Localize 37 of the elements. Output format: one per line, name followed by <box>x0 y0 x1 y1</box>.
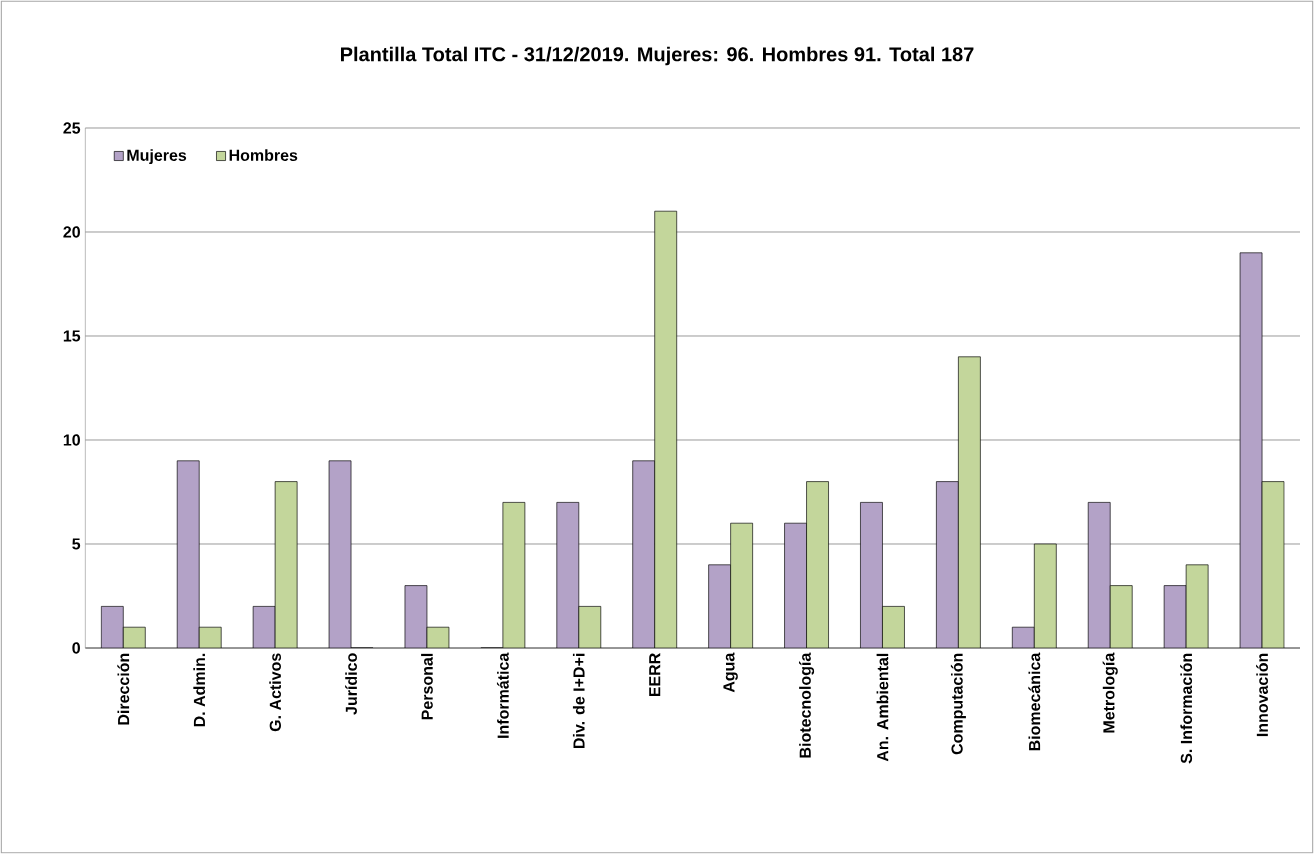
x-tick-label: Agua <box>723 652 738 693</box>
bar <box>958 356 981 648</box>
legend-label: Hombres <box>229 149 298 161</box>
bar <box>1261 481 1285 648</box>
x-tick-label: Innovación <box>1256 653 1268 737</box>
x-tick-label: Computación <box>950 653 966 755</box>
y-tick-label: 0 <box>72 642 80 654</box>
x-tick-label: Biotecnología <box>798 652 815 758</box>
bar <box>882 606 905 648</box>
bar <box>1034 544 1057 648</box>
x-tick-label: Dirección <box>117 653 130 725</box>
chart-title: Plantilla Total ITC - 31/12/2019. Mujeres: 96. Hombres 91. Total 187 <box>341 46 974 66</box>
legend-label: Mujeres <box>127 149 187 165</box>
x-tick-label: G. Activos <box>269 653 281 732</box>
bar <box>806 481 829 648</box>
bar <box>275 481 298 648</box>
x-tick-label: Biomecánica <box>1028 652 1041 751</box>
y-tick-label: 25 <box>63 122 81 134</box>
x-tick-label: EERR <box>649 653 661 697</box>
bar <box>1186 564 1209 648</box>
x-tick-label: An. Ambiental <box>876 653 889 762</box>
y-tick-label: 20 <box>63 226 80 238</box>
x-tick-label: S. Información <box>1180 653 1193 764</box>
bar <box>730 523 753 648</box>
x-tick-label: Metrología <box>1102 652 1118 733</box>
bar <box>502 502 525 648</box>
x-tick-label: Jurídico <box>345 653 357 715</box>
bar <box>654 211 677 648</box>
x-tick-label: Informática <box>496 652 509 738</box>
x-tick-label: D. Admin. <box>193 653 206 727</box>
y-tick-label: 5 <box>72 538 81 550</box>
bar <box>1110 585 1133 648</box>
x-tick-label: Div. de I+D+i <box>572 653 585 748</box>
bar <box>578 606 601 648</box>
x-tick-label: Personal <box>421 653 433 720</box>
y-tick-label: 15 <box>63 330 81 342</box>
y-tick-label: 10 <box>63 434 80 446</box>
